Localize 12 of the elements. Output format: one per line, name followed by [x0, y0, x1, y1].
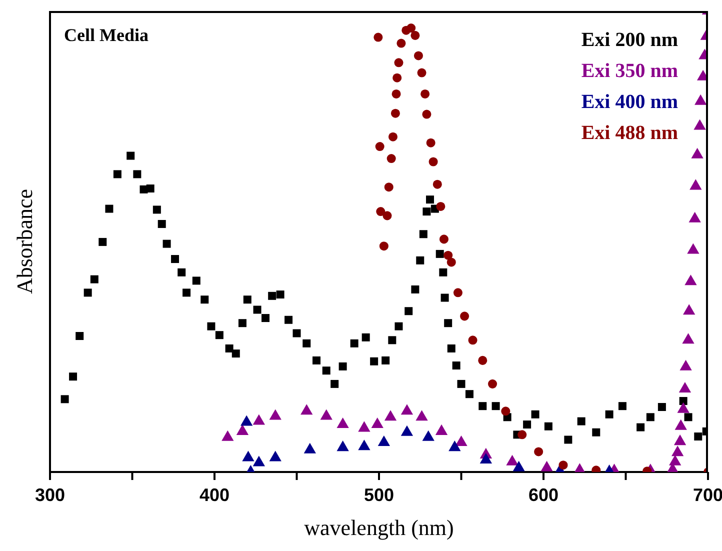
- x-tick-label: 500: [364, 484, 394, 505]
- text: Exi 400 nm: [581, 90, 678, 115]
- x-tick-label: 300: [34, 484, 66, 505]
- text: Cell Media: [64, 25, 148, 46]
- x-axis-title: wavelength (nm): [304, 515, 454, 540]
- x-tick-label: 600: [528, 484, 559, 505]
- text: Exi 488 nm: [581, 121, 678, 146]
- text: Exi 200 nm: [581, 28, 678, 53]
- x-tick-label: 700: [692, 484, 722, 505]
- series-label: Exi 350 nm: [581, 59, 678, 84]
- y-axis-title: Absorbance: [12, 188, 37, 294]
- x-tick-label: 400: [199, 484, 230, 505]
